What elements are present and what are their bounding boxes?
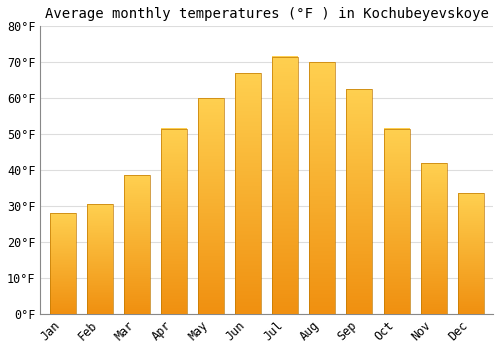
Bar	[420, 163, 446, 314]
Bar	[346, 89, 372, 314]
Bar	[161, 129, 187, 314]
Bar	[50, 213, 76, 314]
Bar	[124, 175, 150, 314]
Title: Average monthly temperatures (°F ) in Kochubeyevskoye: Average monthly temperatures (°F ) in Ko…	[44, 7, 488, 21]
Bar	[310, 62, 336, 314]
Bar	[86, 204, 113, 314]
Bar	[272, 57, 298, 314]
Bar	[235, 73, 261, 314]
Bar	[198, 98, 224, 314]
Bar	[384, 129, 409, 314]
Bar	[458, 194, 484, 314]
